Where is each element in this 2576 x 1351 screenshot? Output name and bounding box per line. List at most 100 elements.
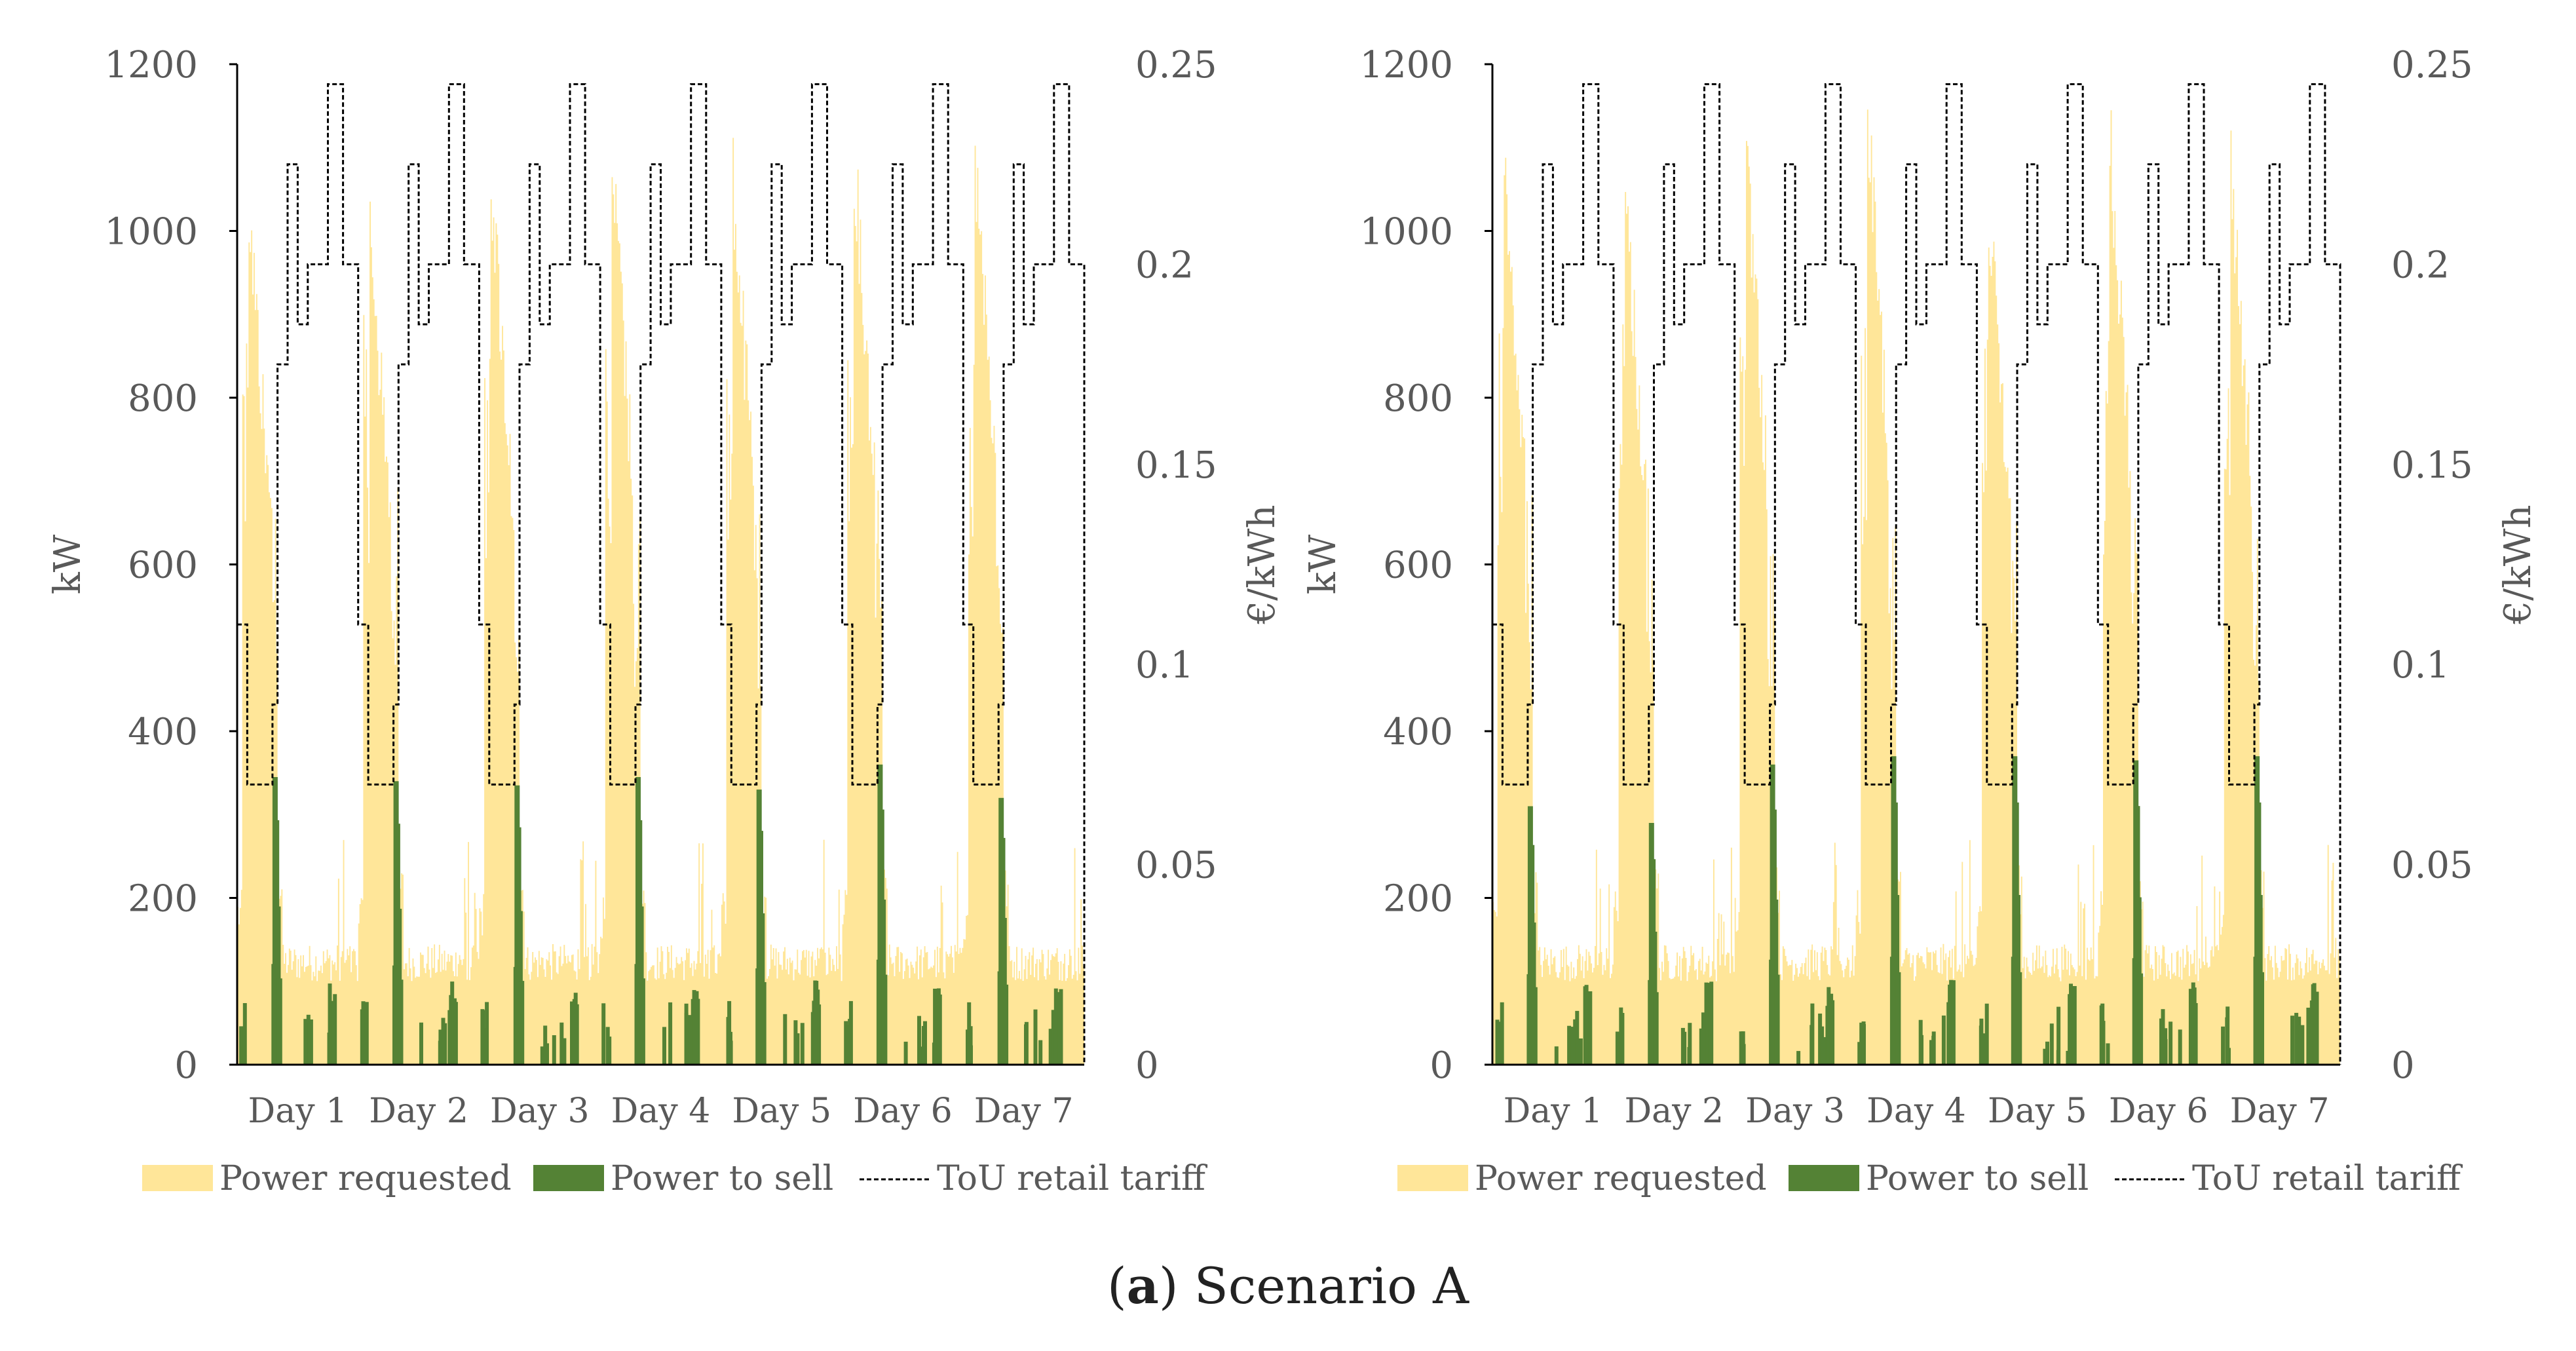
sell-bar (1862, 1024, 1866, 1065)
sell-bar (882, 974, 888, 1065)
sell-bar (997, 971, 1003, 1065)
sell-bar (1573, 1019, 1578, 1065)
sell-bar (552, 1035, 556, 1065)
sell-bar (793, 1020, 798, 1065)
x-tick-label: Day 5 (1988, 1092, 2087, 1131)
right-tick-label: 0.2 (2391, 244, 2450, 286)
sell-bar (1033, 1009, 1038, 1065)
sell-bar (540, 1046, 544, 1065)
sell-bar (543, 1025, 548, 1065)
sell-bar (783, 1014, 787, 1065)
tou-tariff-line (237, 83, 1086, 1065)
series-power-to-sell (1495, 756, 2319, 1065)
sell-bar (364, 1002, 369, 1065)
sell-bar (562, 1038, 567, 1065)
sell-bar (2297, 1016, 2301, 1065)
sell-bar (634, 964, 640, 1065)
sell-bar (2056, 1006, 2061, 1065)
series-power-requested (1492, 109, 2340, 1065)
sell-bar (1741, 1031, 1745, 1065)
sell-bar (2193, 1003, 2198, 1065)
x-tick-label: Day 7 (2230, 1092, 2330, 1131)
sell-bar (1499, 1038, 1504, 1065)
sell-bar (1951, 980, 1956, 1065)
sell-bar (333, 994, 337, 1065)
sell-bar (438, 1029, 443, 1065)
left-tick-label: 0 (1430, 1044, 1453, 1087)
sell-bar (1929, 1040, 1933, 1065)
sell-bar (1941, 1016, 1946, 1065)
sell-bar (1570, 1027, 1575, 1065)
sell-bar (1003, 984, 1009, 1065)
sell-bar (2290, 1016, 2294, 1065)
caption-text: Scenario A (1194, 1257, 1469, 1315)
right-tick-label: 0 (2391, 1044, 2415, 1087)
figure-caption: (a) Scenario A (1107, 1257, 1469, 1315)
sell-bar (2163, 1028, 2168, 1065)
right-tick-label: 0.05 (2391, 845, 2473, 887)
left-tick-label: 600 (1383, 544, 1453, 587)
right-tick-label: 0.1 (2391, 644, 2450, 687)
left-tick-label: 1000 (104, 211, 198, 254)
sell-bar (601, 1003, 606, 1065)
sell-bar (969, 1045, 973, 1065)
sell-bar (1038, 1040, 1043, 1065)
sell-bar (1495, 1019, 1500, 1065)
sell-bar (1701, 1012, 1705, 1065)
sell-bar (2099, 1005, 2104, 1065)
sell-bar (1889, 957, 1895, 1065)
sell-bar (1615, 1031, 1619, 1065)
legend-swatch-power-requested (1397, 1165, 1468, 1191)
x-tick-label: Day 4 (1866, 1092, 1966, 1131)
sell-bar (1048, 1029, 1053, 1065)
sell-bar (876, 959, 882, 1065)
sell-bar (242, 1003, 247, 1065)
sell-bar (1588, 991, 1593, 1065)
sell-bar (1709, 981, 1714, 1065)
sell-bar (817, 1004, 822, 1065)
sell-bar (2315, 991, 2319, 1065)
sell-bar (239, 1026, 244, 1065)
x-tick-label: Day 7 (974, 1092, 1074, 1131)
sell-bar (1567, 1025, 1572, 1065)
sell-bar (1648, 980, 1654, 1065)
left-axis-title: kW (47, 534, 89, 594)
sell-bar (2049, 1023, 2054, 1065)
sell-bar (846, 1025, 850, 1065)
sell-bar (453, 1002, 458, 1065)
x-tick-label: Day 3 (1745, 1092, 1845, 1131)
right-tick-label: 0.25 (2391, 44, 2473, 86)
left-tick-label: 1200 (1359, 44, 1453, 86)
legend-label-tou-tariff: ToU retail tariff (937, 1159, 1208, 1198)
x-tick-label: Day 3 (490, 1092, 590, 1131)
sell-bar (1769, 959, 1775, 1065)
sell-bar (2072, 986, 2077, 1065)
sell-bar (684, 1012, 689, 1065)
sell-bar (276, 978, 282, 1065)
sell-bar (1619, 1007, 1623, 1065)
sell-bar (443, 1023, 447, 1065)
sell-bar (559, 1022, 564, 1065)
x-tick-label: Day 4 (611, 1092, 711, 1131)
legend-label-power-to-sell: Power to sell (611, 1159, 833, 1198)
right-tick-label: 0.15 (1135, 444, 1217, 487)
sell-bar (761, 982, 767, 1065)
right-tick-label: 0.1 (1135, 644, 1194, 687)
sell-bar (271, 964, 277, 1065)
x-tick-label: Day 2 (369, 1092, 468, 1131)
sell-bar (2253, 957, 2259, 1065)
sell-bar (1857, 1042, 1862, 1065)
sell-bar (800, 1023, 805, 1065)
sell-bar (966, 1029, 970, 1065)
tou-tariff-line (1492, 83, 2341, 1065)
caption-label: a (1126, 1257, 1159, 1315)
left-tick-label: 600 (128, 544, 198, 587)
sell-bar (2106, 1043, 2110, 1065)
left-tick-label: 1000 (1359, 211, 1453, 254)
sell-bar (1895, 972, 1901, 1065)
right-tick-label: 0.2 (1135, 244, 1194, 286)
sell-bar (938, 994, 942, 1065)
sell-bar (688, 1015, 692, 1065)
sell-bar (1830, 1000, 1835, 1065)
sell-bar (1809, 1025, 1814, 1065)
